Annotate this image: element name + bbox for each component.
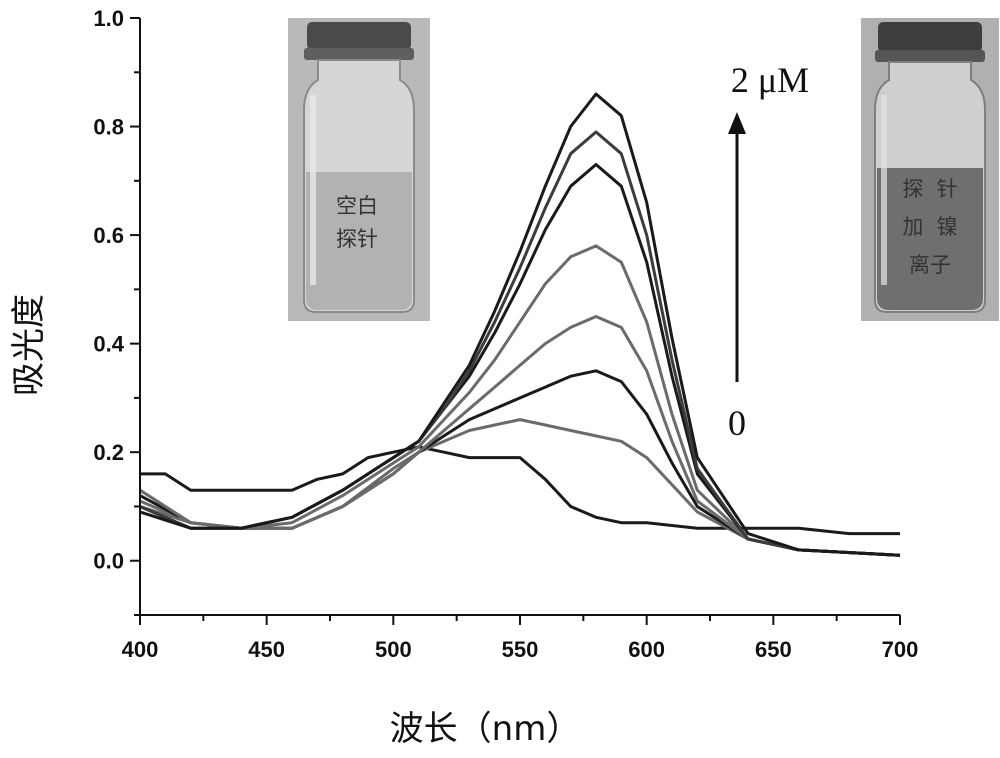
y-tick-label: 0.6	[93, 223, 124, 248]
y-tick-label: 0.4	[93, 332, 124, 357]
vial-left-label-line-2: 探针	[336, 227, 378, 251]
axis-ticks: 400 450 500 550 600 650 700 0.0 0.2 0.4 0.6 0.8 1.0	[93, 6, 918, 662]
spectrum-line-4	[140, 317, 900, 556]
arrow-bottom-label: 0	[728, 403, 746, 443]
vial-photo-blank-probe: 空白 探针	[288, 18, 430, 321]
x-tick-label: 650	[755, 637, 792, 662]
concentration-arrow	[728, 112, 746, 382]
spectrum-line-6	[140, 165, 900, 556]
spectrum-lines	[140, 94, 900, 555]
vial-right-label-line-1: 探 针	[902, 177, 957, 201]
y-tick-label: 0.0	[93, 549, 124, 574]
spectrum-line-1	[140, 447, 900, 534]
y-tick-label: 0.2	[93, 440, 124, 465]
x-tick-label: 600	[628, 637, 665, 662]
vial-left-label-line-1: 空白	[336, 194, 378, 218]
arrow-top-label: 2 μM	[731, 60, 809, 100]
spectrum-line-8	[140, 94, 900, 555]
y-tick-label: 1.0	[93, 6, 124, 31]
vial-photo-probe-nickel: 探 针 加 镍 离子	[861, 18, 999, 321]
x-tick-label: 450	[248, 637, 285, 662]
spectrum-line-2	[140, 420, 900, 556]
spectrum-line-5	[140, 246, 900, 555]
y-tick-label: 0.8	[93, 115, 124, 140]
vial-right-label-line-3: 离子	[909, 253, 951, 277]
spectrum-line-7	[140, 132, 900, 555]
x-tick-label: 500	[375, 637, 412, 662]
x-tick-label: 700	[882, 637, 919, 662]
x-tick-label: 400	[122, 637, 159, 662]
vial-right-label-line-2: 加 镍	[902, 215, 957, 239]
x-tick-label: 550	[502, 637, 539, 662]
x-axis-title: 波长（nm）	[390, 709, 581, 749]
y-axis-title: 吸光度	[9, 294, 49, 396]
